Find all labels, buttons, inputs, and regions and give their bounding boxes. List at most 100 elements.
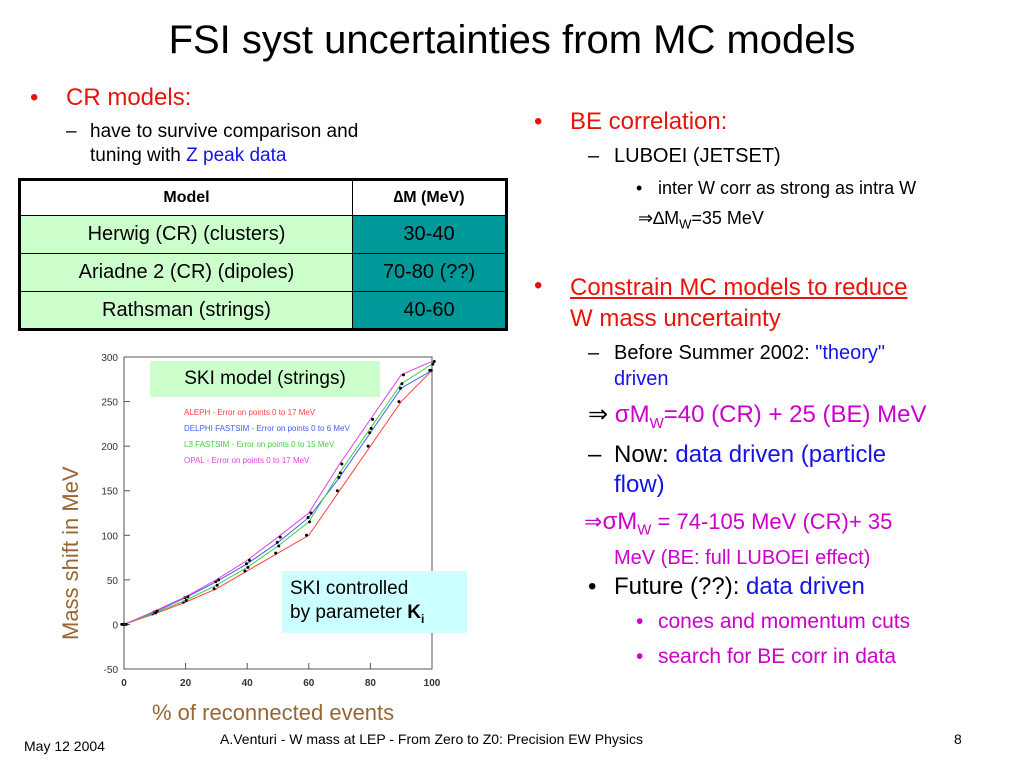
data-point: [246, 565, 250, 569]
x-axis-label: % of reconnected events: [152, 700, 395, 725]
now-text: Now:: [614, 441, 676, 468]
data-point: [275, 540, 279, 544]
slide-title: FSI syst uncertainties from MC models: [168, 18, 856, 62]
constrain-line1: Constrain MC models to reduce: [570, 274, 908, 301]
legend-entry: L3 FASTSIM - Error on points 0 to 15 MeV: [184, 440, 335, 449]
y-tick-label: 0: [112, 620, 118, 631]
bullet-dot: •: [534, 272, 543, 299]
y-tick-label: -50: [104, 665, 119, 676]
data-point: [401, 373, 405, 377]
series-line: [123, 370, 433, 625]
cones-text: cones and momentum cuts: [658, 610, 911, 633]
sigma-mw-1: σM: [614, 401, 650, 428]
ski-ctrl-line2: by parameter Ki: [290, 601, 467, 631]
x-tick-label: 40: [242, 678, 254, 689]
bullet-dot: •: [636, 178, 643, 198]
footer-date: May 12 2004: [24, 738, 105, 754]
data-point: [308, 520, 312, 524]
sigma-mw-line-1: ⇒ σMW=40 (CR) + 25 (BE) MeV: [588, 400, 927, 432]
x-tick-label: 100: [424, 678, 441, 689]
model-cell: Herwig (CR) (clusters): [19, 215, 353, 254]
be-correlation-heading: BE correlation:: [570, 108, 728, 135]
table-row: Ariadne 2 (CR) (dipoles) 70-80 (??): [19, 253, 507, 292]
delta-mw-sub: W: [679, 216, 692, 232]
luboei-text: LUBOEI (JETSET): [614, 145, 781, 167]
sigma-mw-line-2: ⇒σMW = 74-105 MeV (CR)+ 35 MeV (BE: full…: [584, 508, 892, 572]
dash: –: [588, 342, 600, 364]
cones-item: • cones and momentum cuts: [636, 610, 911, 634]
data-point: [335, 489, 339, 493]
implies-icon: ⇒: [584, 509, 603, 534]
legend-entry: ALEPH - Error on points 0 to 17 MeV: [184, 408, 316, 417]
data-point: [369, 426, 373, 430]
data-point: [124, 622, 128, 626]
y-tick-label: 200: [101, 442, 118, 453]
sigma2-line1: ⇒σMW = 74-105 MeV (CR)+ 35: [584, 508, 892, 544]
data-point: [278, 535, 282, 539]
data-point: [212, 587, 216, 591]
ski-ctrl-line1: SKI controlled: [290, 578, 409, 599]
data-point: [338, 471, 342, 475]
x-tick-label: 0: [121, 678, 127, 689]
data-point: [305, 533, 309, 537]
now-item: – Now: data driven (particle flow): [588, 440, 886, 500]
ski-ctrl-line2-text: by parameter: [290, 602, 408, 623]
table-row: Rathsman (strings) 40-60: [19, 291, 507, 330]
bullet-dot: •: [534, 108, 543, 135]
data-point: [243, 569, 247, 573]
param-k-sub: i: [420, 611, 425, 626]
future-data-driven: data driven: [746, 573, 865, 600]
delta-mw-post: =35 MeV: [691, 208, 764, 228]
header-model: Model: [19, 179, 353, 216]
data-point: [366, 444, 370, 448]
data-point: [431, 362, 435, 366]
before-line1: Before Summer 2002: "theory": [614, 340, 885, 366]
sigma-mw-1-value: =40 (CR) + 25 (BE) MeV: [663, 401, 927, 428]
table-row: Herwig (CR) (clusters) 30-40: [19, 215, 507, 254]
sigma-mw-2-value: = 74-105 MeV (CR)+ 35: [651, 509, 893, 534]
cr-sub-line2: tuning with Z peak data: [90, 144, 358, 168]
future-text: Future (??):: [614, 573, 747, 600]
data-point: [397, 400, 401, 404]
data-point: [371, 417, 375, 421]
data-point: [309, 511, 313, 515]
data-point: [215, 583, 219, 587]
search-item: • search for BE corr in data: [636, 645, 896, 669]
data-point: [340, 462, 344, 466]
y-tick-label: 150: [101, 487, 118, 498]
future-item: • Future (??): data driven: [588, 573, 865, 601]
models-table: Model ∆M (MeV) Herwig (CR) (clusters) 30…: [18, 178, 508, 331]
x-tick-label: 60: [303, 678, 315, 689]
before-text: Before Summer 2002:: [614, 342, 816, 364]
sigma-mw-2-note: MeV (BE: full LUBOEI effect): [614, 547, 871, 570]
model-cell: Ariadne 2 (CR) (dipoles): [19, 253, 353, 292]
before-summer-item: – Before Summer 2002: "theory" driven: [588, 340, 885, 392]
y-tick-label: 250: [101, 398, 118, 409]
bullet-dot: •: [588, 573, 597, 600]
constrain-heading: Constrain MC models to reduce W mass unc…: [570, 272, 907, 334]
data-point: [400, 382, 404, 386]
delta-mw-line: ⇒∆MW=35 MeV: [638, 208, 764, 232]
cr-sub-line2-text: tuning with: [90, 145, 187, 166]
cr-sub-bullet: – have to survive comparison and tuning …: [66, 120, 359, 168]
cr-sub-line1: have to survive comparison and: [90, 121, 359, 142]
table-header-row: Model ∆M (MeV): [19, 179, 507, 216]
data-point: [186, 595, 190, 599]
y-tick-label: 300: [101, 353, 118, 364]
bullet-dot: •: [636, 645, 644, 668]
bullet-dot: •: [636, 610, 644, 633]
delta-m-cell: 30-40: [352, 215, 507, 254]
data-point: [277, 544, 281, 548]
legend-entry: DELPHI FASTSIM - Error on points 0 to 6 …: [184, 424, 351, 433]
data-point: [274, 551, 278, 555]
legend-entry: OPAL - Error on points 0 to 17 MeV: [184, 456, 310, 465]
luboei-item: – LUBOEI (JETSET): [588, 145, 781, 168]
data-point: [306, 515, 310, 519]
bullet-dot: •: [30, 84, 39, 111]
data-point: [217, 578, 221, 582]
data-point: [432, 359, 436, 363]
implies-icon: ⇒: [588, 401, 615, 428]
delta-m-cell: 70-80 (??): [352, 253, 507, 292]
data-point: [244, 562, 248, 566]
